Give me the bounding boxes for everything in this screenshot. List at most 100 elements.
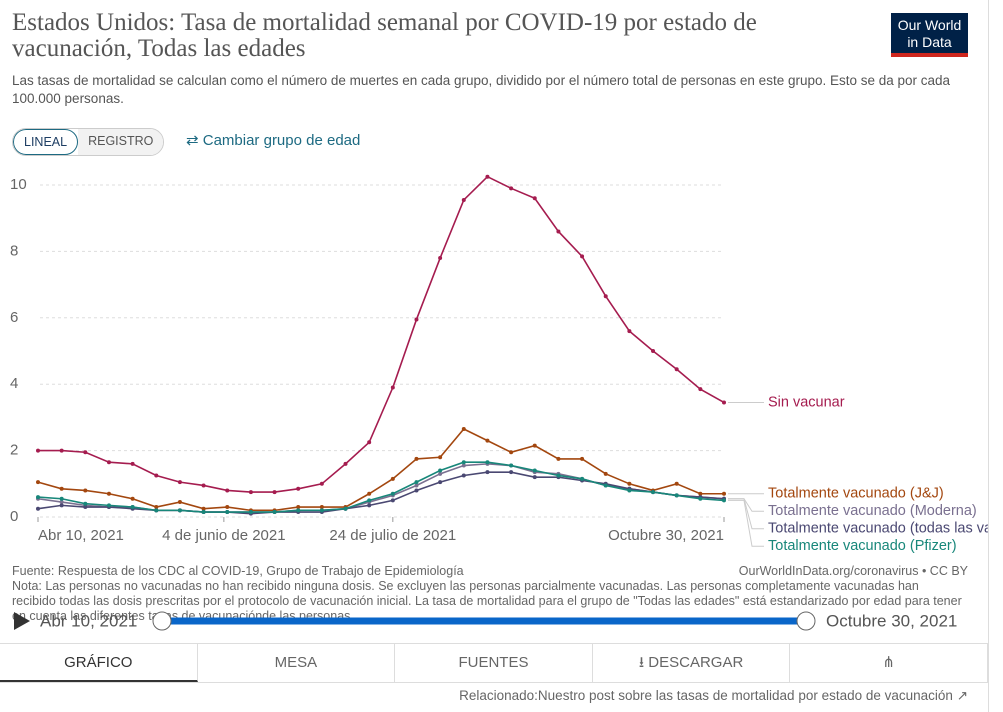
point — [627, 329, 632, 334]
point — [36, 480, 40, 485]
point — [390, 491, 395, 496]
point — [296, 486, 301, 491]
subtitle: Las tasas de mortalidad se calculan como… — [12, 73, 951, 106]
point — [556, 229, 561, 234]
point — [177, 480, 182, 485]
point — [485, 460, 490, 465]
series-line — [37, 428, 724, 512]
y-tick-label: 2 — [10, 442, 18, 459]
point — [509, 450, 514, 455]
point — [509, 470, 514, 475]
point — [319, 481, 324, 486]
point — [485, 438, 490, 443]
point — [438, 480, 443, 485]
point — [414, 480, 419, 485]
related-link[interactable]: Relacionado:Nuestro post sobre las tasas… — [459, 688, 968, 703]
change-age[interactable]: ⇄ Cambiar grupo de edad — [186, 132, 361, 149]
point — [461, 473, 466, 478]
point — [698, 491, 703, 496]
tab[interactable]: GRÁFICO — [0, 644, 198, 682]
source: Fuente: Respuesta de los CDC al COVID-19… — [12, 564, 464, 578]
point — [272, 510, 277, 515]
point — [130, 505, 135, 510]
point — [438, 471, 443, 476]
logo[interactable]: Our World in Data — [891, 13, 968, 57]
point — [509, 186, 514, 191]
title: Estados Unidos: Tasa de mortalidad seman… — [12, 9, 757, 62]
legend-label: Totalmente vacunado (Moderna) — [768, 503, 977, 519]
point — [59, 496, 64, 501]
point — [722, 400, 726, 405]
point — [580, 476, 585, 481]
point — [651, 490, 656, 495]
y-tick-label: 6 — [10, 309, 18, 326]
tabs: GRÁFICO MESA FUENTES ⭳ DESCARGAR ⋔ — [0, 643, 988, 683]
y-tick-label: 8 — [10, 242, 18, 259]
point — [130, 461, 135, 466]
logo-line: Our World — [897, 17, 962, 33]
tab[interactable]: FUENTES — [395, 644, 593, 682]
tab[interactable]: ⭳ DESCARGAR — [593, 644, 791, 682]
point — [343, 461, 348, 466]
point — [248, 510, 253, 515]
point — [580, 254, 585, 259]
point — [580, 456, 585, 461]
point — [722, 498, 726, 503]
point — [83, 505, 88, 510]
linear-button[interactable]: LINEAL — [13, 129, 79, 155]
point — [603, 483, 608, 488]
point — [603, 471, 608, 476]
point — [438, 455, 443, 460]
point — [130, 496, 135, 501]
related-text: Relacionado:Nuestro post sobre las tasas… — [459, 688, 953, 703]
point — [438, 256, 443, 261]
source-url[interactable]: OurWorldInData.org/coronavirus • CC BY — [738, 564, 968, 578]
point — [532, 196, 537, 201]
point — [627, 488, 632, 493]
point — [177, 508, 182, 513]
point — [674, 493, 679, 498]
scale-toggle: LINEAL REGISTRO — [12, 128, 165, 156]
tab[interactable]: MESA — [198, 644, 396, 682]
point — [343, 506, 348, 511]
point — [296, 508, 301, 513]
point — [83, 501, 88, 506]
series-line — [38, 175, 725, 493]
legend-label: Totalmente vacunado (Pfizer) — [768, 538, 957, 554]
point — [106, 491, 111, 496]
point — [698, 387, 703, 392]
x-tick-label: 24 de julio de 2021 — [329, 527, 456, 544]
point — [485, 470, 490, 475]
point — [201, 483, 206, 488]
y-tick-label: 4 — [10, 375, 18, 392]
point — [532, 475, 537, 480]
log-button[interactable]: REGISTRO — [78, 129, 164, 155]
point — [201, 510, 206, 515]
point — [722, 491, 726, 496]
share[interactable]: ⋔ — [790, 644, 988, 682]
point — [36, 448, 40, 453]
point — [674, 367, 679, 372]
point — [532, 443, 537, 448]
point — [698, 496, 703, 501]
tab-label: DESCARGAR — [648, 654, 744, 671]
point — [248, 490, 253, 495]
point — [106, 503, 111, 508]
point — [225, 510, 230, 515]
point — [438, 468, 443, 473]
point — [154, 505, 159, 510]
point — [319, 505, 324, 510]
point — [83, 450, 88, 455]
point — [414, 317, 419, 322]
point — [367, 503, 372, 508]
x-tick-label: Octubre 30, 2021 — [608, 527, 724, 544]
point — [36, 506, 40, 511]
point — [414, 456, 419, 461]
point — [225, 505, 230, 510]
point — [485, 174, 490, 179]
point — [201, 506, 206, 511]
point — [59, 503, 64, 508]
point — [36, 495, 40, 500]
point — [367, 440, 372, 445]
